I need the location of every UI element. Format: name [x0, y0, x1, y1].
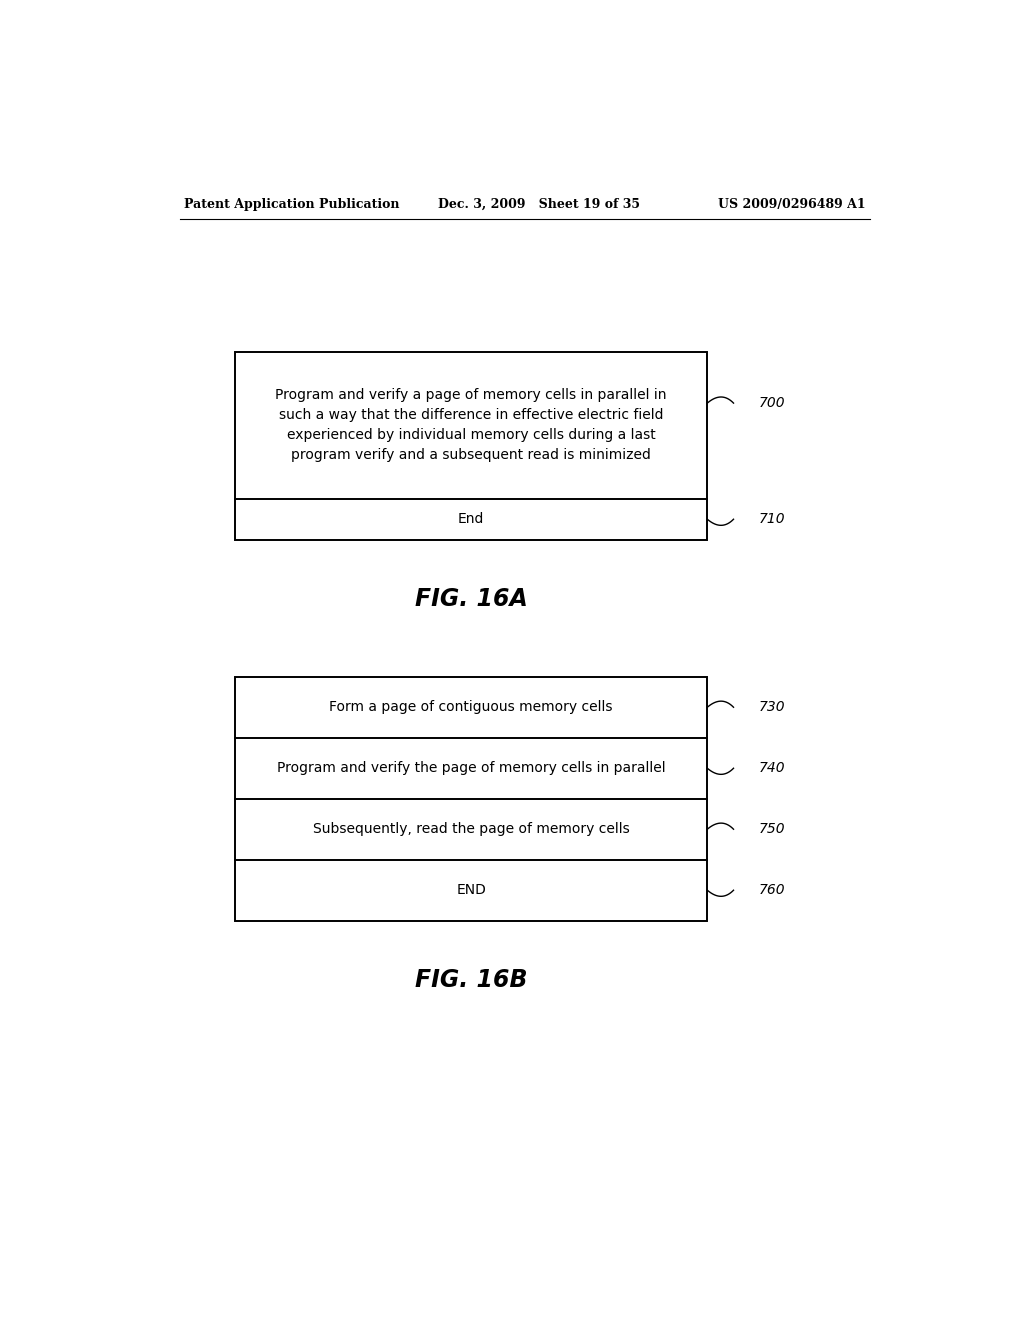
Text: END: END: [457, 883, 486, 898]
Bar: [236, 351, 708, 540]
Bar: [236, 677, 708, 921]
Text: FIG. 16B: FIG. 16B: [415, 968, 527, 991]
Text: 710: 710: [759, 512, 785, 527]
Text: Patent Application Publication: Patent Application Publication: [183, 198, 399, 211]
Text: Form a page of contiguous memory cells: Form a page of contiguous memory cells: [330, 700, 613, 714]
Text: US 2009/0296489 A1: US 2009/0296489 A1: [719, 198, 866, 211]
Text: Program and verify a page of memory cells in parallel in
such a way that the dif: Program and verify a page of memory cell…: [275, 388, 667, 462]
Text: 700: 700: [759, 396, 785, 411]
Text: Subsequently, read the page of memory cells: Subsequently, read the page of memory ce…: [313, 822, 630, 837]
Text: 750: 750: [759, 822, 785, 837]
Text: Program and verify the page of memory cells in parallel: Program and verify the page of memory ce…: [276, 762, 666, 775]
Text: 730: 730: [759, 700, 785, 714]
Text: FIG. 16A: FIG. 16A: [415, 586, 527, 611]
Text: Dec. 3, 2009   Sheet 19 of 35: Dec. 3, 2009 Sheet 19 of 35: [437, 198, 640, 211]
Text: 740: 740: [759, 762, 785, 775]
Text: End: End: [458, 512, 484, 527]
Text: 760: 760: [759, 883, 785, 898]
